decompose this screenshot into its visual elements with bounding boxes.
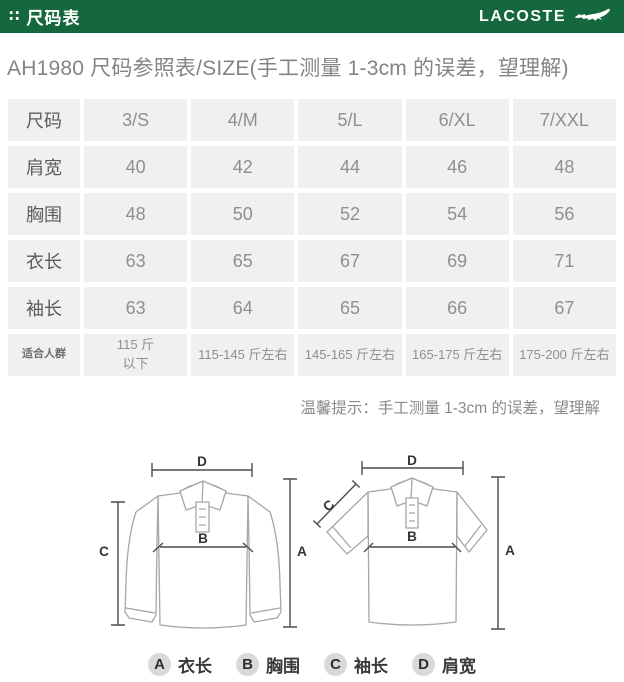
size-table: 尺码 3/S 4/M 5/L 6/XL 7/XXL 肩宽 40 42 44 46…: [4, 94, 620, 381]
row-header-cell: 胸围: [8, 193, 80, 235]
value-cell: 67: [512, 287, 616, 329]
crocodile-logo-icon: [575, 8, 610, 21]
short-sleeve-shirt-drawing: [326, 477, 488, 626]
table-row-fit: 适合人群 115 斤 以下 115-145 斤左右 145-165 斤左右 16…: [8, 334, 616, 376]
value-cell: 67: [298, 240, 402, 282]
value-cell: 42: [191, 146, 295, 188]
legend-item-sleeve: C 袖长: [324, 652, 388, 677]
measure-note: 温馨提示：手工测量 1-3cm 的误差，望理解: [300, 400, 600, 417]
long-sleeve-measures: [111, 463, 297, 628]
value-cell: 66: [405, 287, 509, 329]
fit-cell: 165-175 斤左右: [405, 334, 509, 376]
measure-label-a: A: [297, 544, 307, 559]
row-header-cell: 袖长: [8, 287, 80, 329]
legend-label: 衣长: [178, 657, 212, 676]
legend-item-shoulder: D 肩宽: [412, 652, 476, 677]
page-title: AH1980 尺码参照表/SIZE(手工测量 1-3cm 的误差，望理解): [7, 57, 569, 80]
brand-name: LACOSTE: [479, 7, 566, 25]
header-bar: ∷ 尺码表 LACOSTE: [0, 0, 624, 33]
row-header-cell: 肩宽: [8, 146, 80, 188]
fit-cell: 175-200 斤左右: [512, 334, 616, 376]
table-row-chest: 胸围 48 50 52 54 56: [8, 193, 616, 235]
header-title: 尺码表: [26, 9, 81, 28]
measure-label-c: C: [320, 497, 337, 515]
table-row-sleeve: 袖长 63 64 65 66 67: [8, 287, 616, 329]
value-cell: 65: [298, 287, 402, 329]
legend-item-length: A 衣长: [148, 652, 212, 677]
value-cell: 71: [512, 240, 616, 282]
size-cell: 7/XXL: [512, 99, 616, 141]
value-cell: 56: [512, 193, 616, 235]
grid-dots-icon: ∷: [9, 8, 20, 25]
table-row-size: 尺码 3/S 4/M 5/L 6/XL 7/XXL: [8, 99, 616, 141]
measure-label-b: B: [198, 531, 208, 546]
legend-label: 胸围: [266, 657, 300, 676]
header-left: ∷ 尺码表: [9, 4, 80, 29]
legend-label: 肩宽: [442, 657, 476, 676]
measure-label-a: A: [505, 543, 515, 558]
measure-label-d: D: [407, 453, 417, 468]
measure-label-c: C: [99, 544, 109, 559]
size-cell: 3/S: [84, 99, 188, 141]
short-sleeve-measures: [312, 461, 505, 630]
value-cell: 64: [191, 287, 295, 329]
legend-key-badge: D: [412, 653, 435, 676]
table-row-shoulder: 肩宽 40 42 44 46 48: [8, 146, 616, 188]
legend-label: 袖长: [354, 657, 388, 676]
legend-key-badge: B: [236, 653, 259, 676]
value-cell: 46: [405, 146, 509, 188]
size-cell: 6/XL: [405, 99, 509, 141]
table-row-length: 衣长 63 65 67 69 71: [8, 240, 616, 282]
measurement-diagram: D C A B D C A B: [99, 453, 515, 630]
value-cell: 40: [84, 146, 188, 188]
value-cell: 48: [84, 193, 188, 235]
long-sleeve-shirt-drawing: [124, 480, 282, 629]
value-cell: 69: [405, 240, 509, 282]
fit-cell: 115-145 斤左右: [191, 334, 295, 376]
value-cell: 63: [84, 287, 188, 329]
value-cell: 48: [512, 146, 616, 188]
value-cell: 54: [405, 193, 509, 235]
fit-cell: 145-165 斤左右: [298, 334, 402, 376]
measure-label-d: D: [197, 454, 207, 469]
value-cell: 63: [84, 240, 188, 282]
value-cell: 65: [191, 240, 295, 282]
row-header-cell: 适合人群: [8, 334, 80, 376]
fit-cell: 115 斤 以下: [84, 334, 188, 376]
size-cell: 4/M: [191, 99, 295, 141]
value-cell: 52: [298, 193, 402, 235]
brand-logo: LACOSTE: [479, 8, 612, 26]
legend: A 衣长 B 胸围 C 袖长 D 肩宽: [0, 652, 624, 677]
legend-item-chest: B 胸围: [236, 652, 300, 677]
measure-label-b: B: [407, 529, 417, 544]
legend-key-badge: A: [148, 653, 171, 676]
value-cell: 44: [298, 146, 402, 188]
row-header-cell: 尺码: [8, 99, 80, 141]
value-cell: 50: [191, 193, 295, 235]
row-header-cell: 衣长: [8, 240, 80, 282]
size-cell: 5/L: [298, 99, 402, 141]
legend-key-badge: C: [324, 653, 347, 676]
